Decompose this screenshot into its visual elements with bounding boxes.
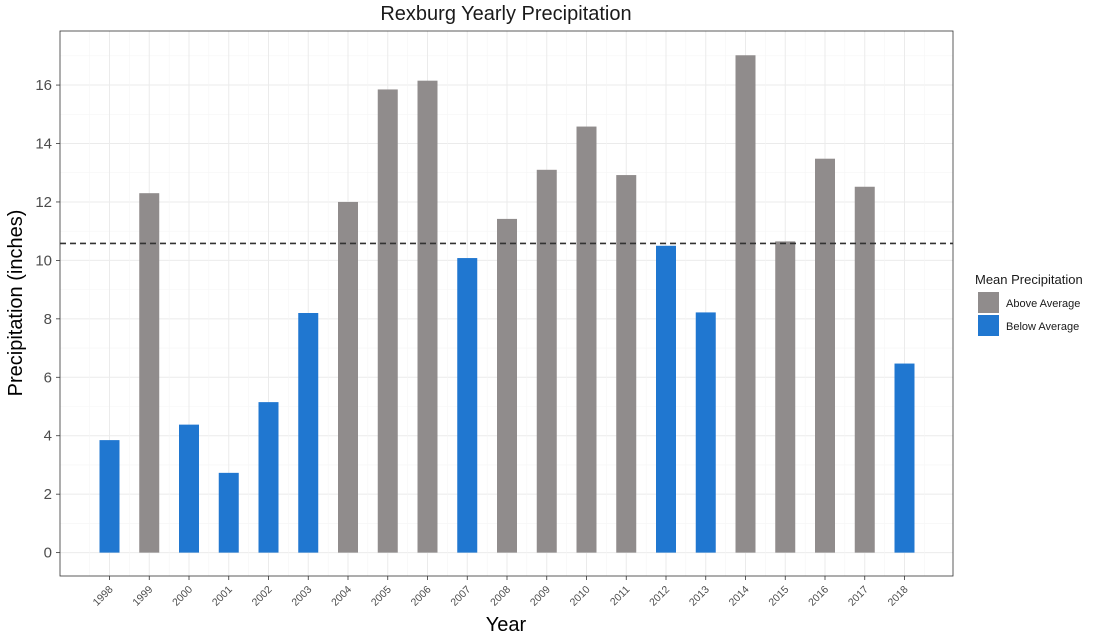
x-tick-label: 1999 [130,584,155,609]
bar-2004 [338,201,358,553]
bar-2000 [179,424,199,553]
bar-2017 [854,186,875,553]
x-tick-label: 1998 [91,584,116,609]
y-tick-label: 0 [44,545,52,562]
x-axis-title: Year [486,614,527,635]
legend-label-below-average: Below Average [1006,321,1079,333]
x-tick-label: 2008 [488,584,513,609]
bar-2010 [576,126,597,553]
y-tick-label: 10 [35,252,52,269]
x-tick-label: 2011 [608,584,633,609]
y-tick-label: 16 [35,77,52,94]
y-tick-label: 2 [44,486,52,503]
legend-title: Mean Precipitation [975,272,1083,287]
y-tick-label: 12 [35,194,52,211]
bar-2011 [616,175,637,553]
x-tick-label: 2001 [210,584,235,609]
bar-2005 [377,89,398,553]
x-tick-label: 2017 [846,584,871,609]
bar-2001 [218,472,239,553]
bar-1999 [139,193,160,553]
x-tick-label: 2012 [647,584,672,609]
bar-2003 [298,312,319,553]
y-axis-title: Precipitation (inches) [5,210,27,397]
x-tick-label: 2006 [409,584,434,609]
x-tick-label: 2013 [687,584,712,609]
legend: Mean Precipitation Above Average Below A… [975,272,1083,336]
y-tick-label: 6 [44,369,52,386]
bar-2018 [894,363,915,553]
bar-2002 [258,402,279,553]
x-tick-label: 2002 [250,584,275,609]
bar-1998 [99,440,120,553]
x-tick-label: 2014 [727,584,752,609]
x-tick-label: 2000 [170,584,195,609]
y-tick-label: 8 [44,311,52,328]
bar-2014 [735,55,756,553]
bar-2016 [815,158,835,553]
bar-2007 [457,258,478,553]
x-tick-label: 2004 [329,584,354,609]
bar-2006 [417,80,438,553]
x-tick-label: 2009 [528,584,553,609]
x-tick-label: 2015 [766,584,791,609]
x-tick-label: 2010 [568,584,593,609]
x-tick-label: 2003 [289,584,314,609]
y-tick-label: 14 [35,136,52,153]
bars [99,55,915,553]
x-tick-label: 2005 [369,584,394,609]
x-tick-label: 2018 [886,584,911,609]
x-tick-label: 2016 [806,584,831,609]
bar-2008 [497,218,517,553]
x-tick-label: 2007 [448,584,473,609]
legend-label-above-average: Above Average [1006,298,1080,310]
bar-2015 [775,241,796,553]
bar-2012 [656,245,676,553]
y-tick-label: 4 [44,428,52,445]
panel-border [59,30,954,577]
legend-swatch-above-average [978,292,999,313]
bar-2009 [536,169,557,553]
bar-2013 [695,312,716,553]
y-axis-ticks: 0 2 4 6 8 10 12 14 16 [35,77,60,562]
legend-swatch-below-average [978,315,999,336]
x-axis-ticks: 1998 1999 2000 2001 2002 2003 2004 2005 2006 2007… [91,576,911,609]
chart-title: Rexburg Yearly Precipitation [380,3,631,25]
